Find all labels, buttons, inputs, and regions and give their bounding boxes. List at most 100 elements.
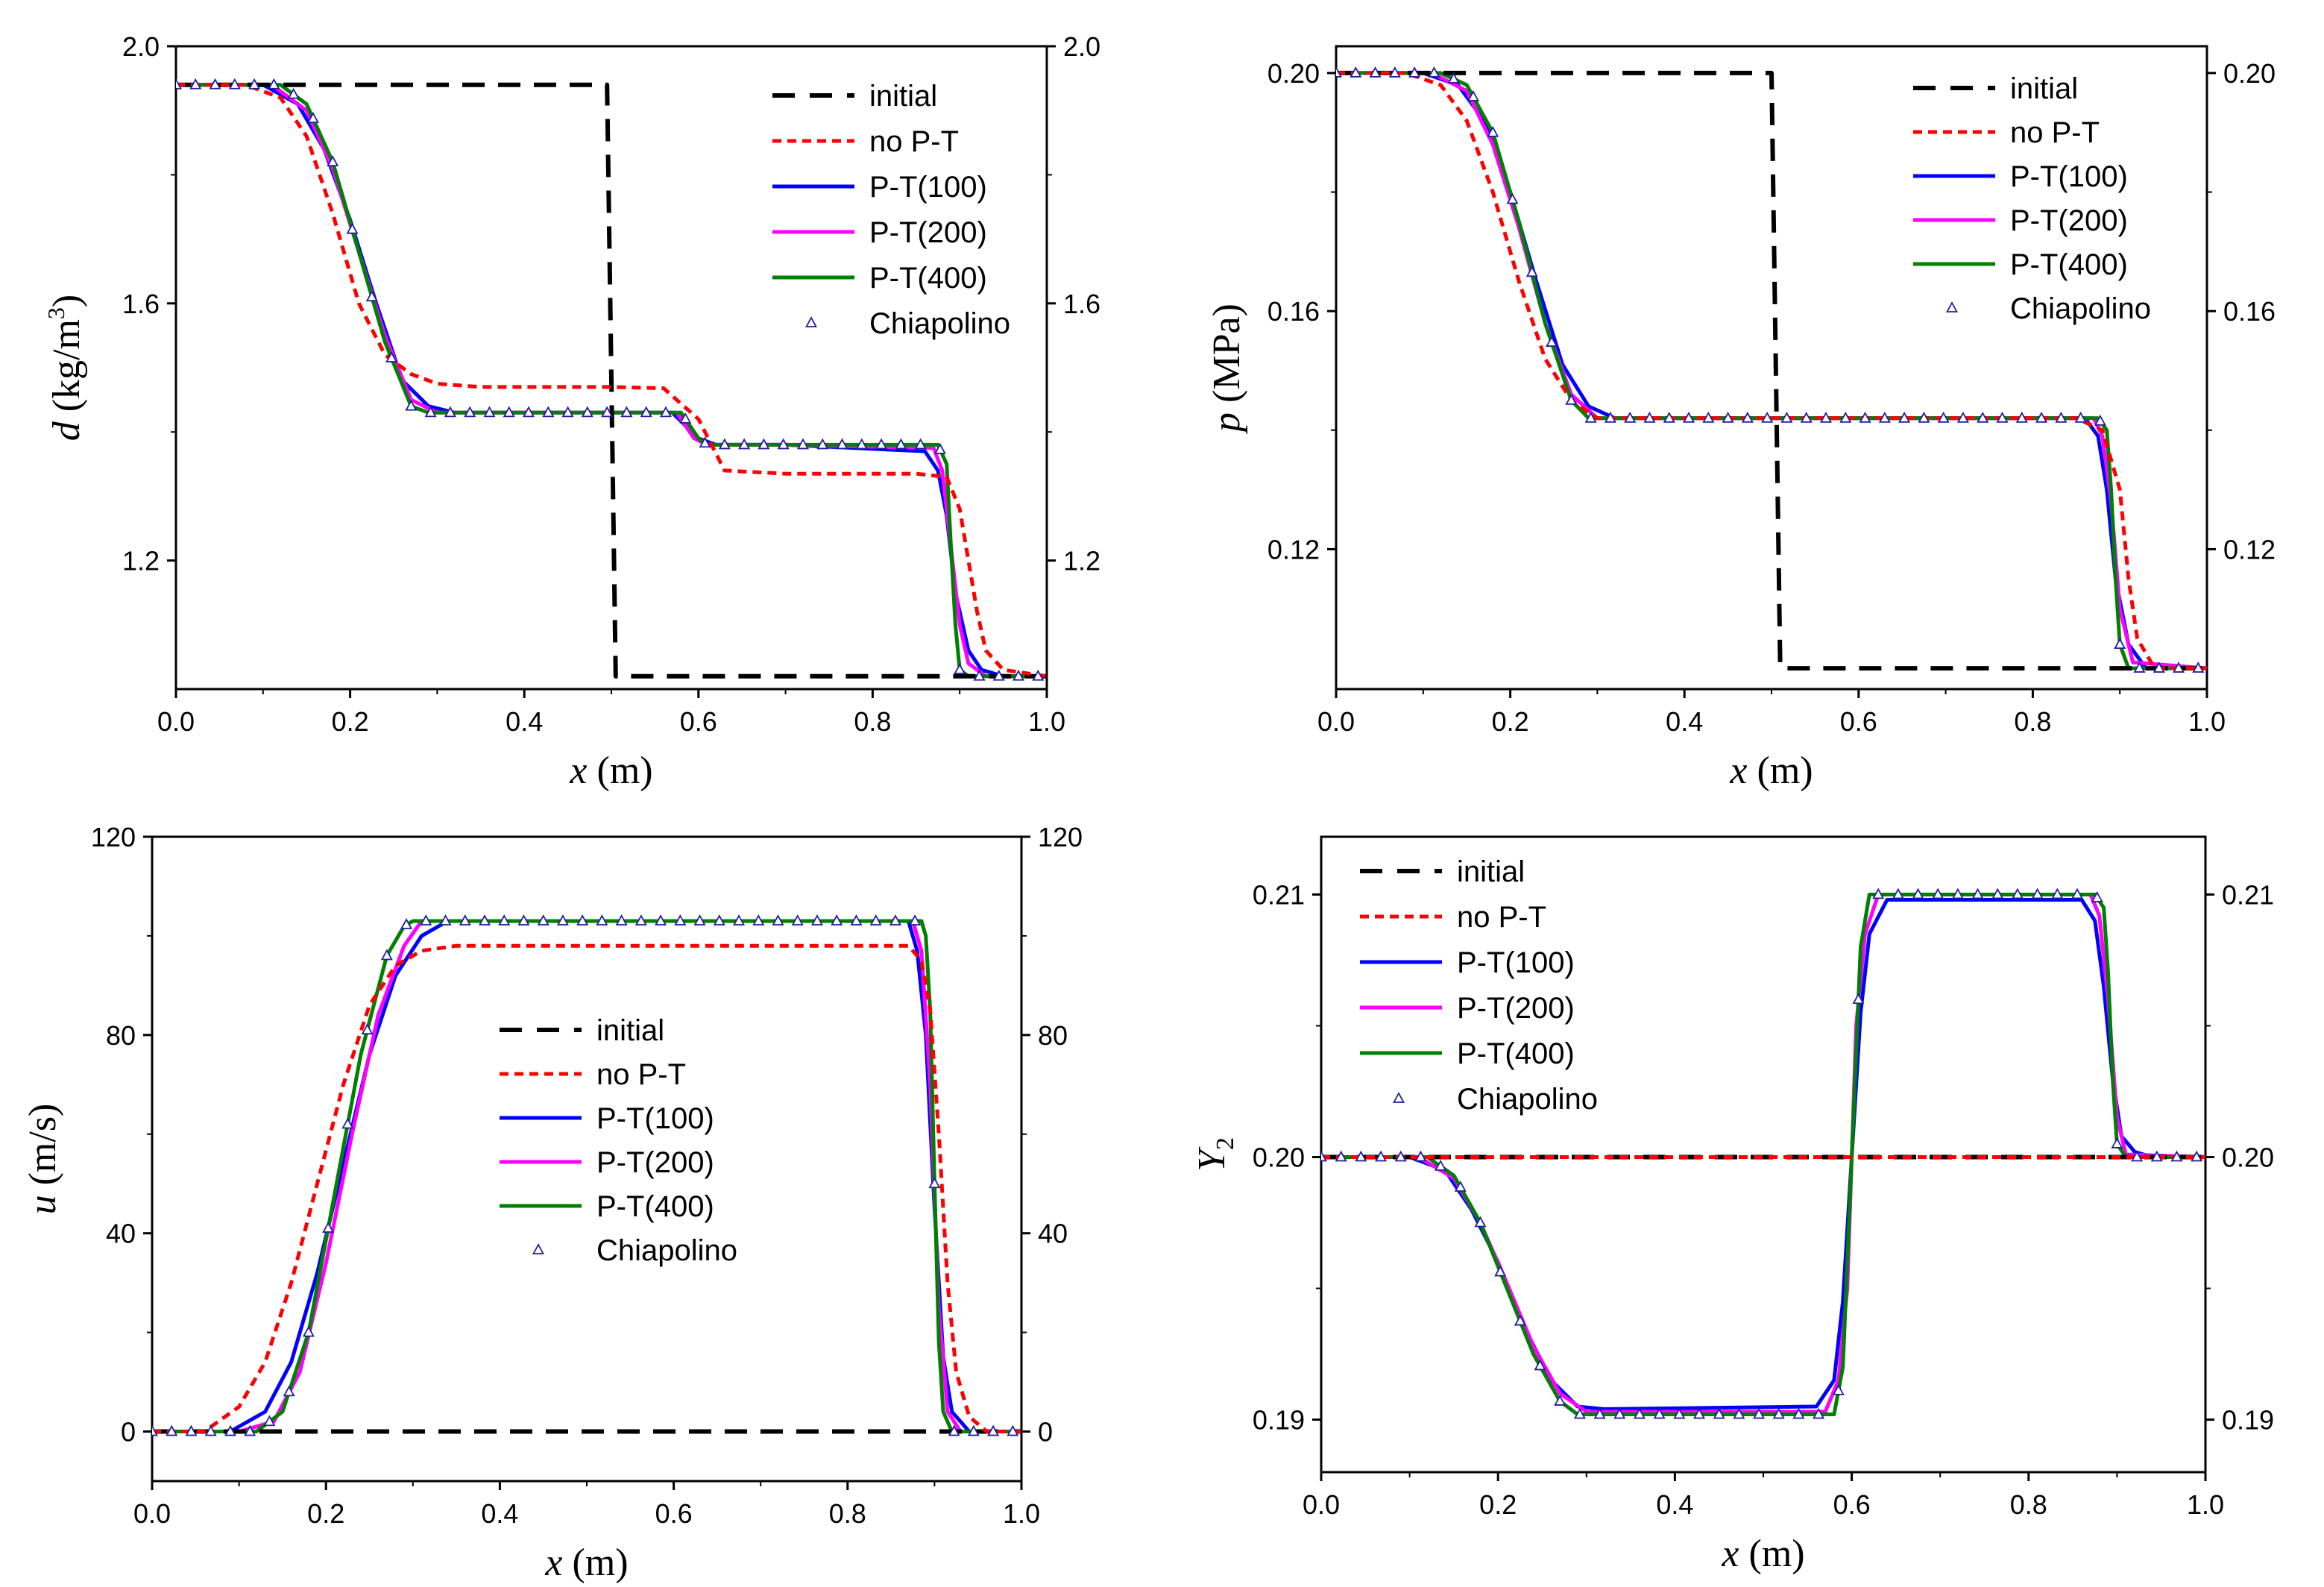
chiapolino-marker xyxy=(933,443,946,454)
chart-pressure: 0.0 0.2 0.4 0.6 0.8 1.0 0.12 0.12 0.16 0.16 0.20 0.… xyxy=(1206,45,2276,792)
y-tick-label-right: 0.20 xyxy=(2223,58,2276,89)
chiapolino-marker xyxy=(2173,661,2185,673)
legend-label: P-T(200) xyxy=(2010,204,2128,237)
chiapolino-marker xyxy=(758,438,770,450)
chiapolino-marker xyxy=(699,436,711,448)
chiapolino-marker xyxy=(791,914,804,926)
chiapolino-marker xyxy=(1013,669,1025,681)
chiapolino-marker xyxy=(1321,1150,1328,1162)
chiapolino-marker xyxy=(679,412,692,424)
chiapolino-marker xyxy=(1494,1265,1507,1277)
series-no-p-t xyxy=(176,83,1047,679)
chiapolino-marker xyxy=(1633,1407,1646,1419)
chiapolino-marker xyxy=(659,406,673,418)
chiapolino-marker xyxy=(1573,1407,1586,1419)
x-tick-label: 1.0 xyxy=(1003,1498,1040,1529)
chiapolino-marker xyxy=(561,406,574,418)
y-tick-label-right: 2.0 xyxy=(1063,31,1100,62)
legend: initial no P-T P-T(100) P-T(200) P-T(400) Chi… xyxy=(1360,855,1598,1116)
chiapolino-marker xyxy=(537,914,549,926)
chiapolino-marker xyxy=(1780,411,1793,423)
chiapolino-marker xyxy=(738,438,751,450)
chiapolino-marker xyxy=(1872,887,1885,899)
legend-label: P-T(400) xyxy=(869,262,987,295)
series-p-t-400- xyxy=(176,83,1047,679)
legend-label: P-T(400) xyxy=(1457,1037,1575,1070)
x-tick-label: 0.2 xyxy=(307,1498,344,1529)
chiapolino-marker xyxy=(1613,1407,1626,1419)
chiapolino-marker xyxy=(517,914,530,926)
chiapolino-marker xyxy=(322,1222,335,1233)
x-axis-unit: (m) xyxy=(1748,749,1813,792)
y-axis-subscript: 2 xyxy=(1212,1137,1239,1150)
y-tick-label-right: 0.16 xyxy=(2223,296,2276,327)
y-tick-label-right: 0.21 xyxy=(2222,879,2274,910)
chiapolino-marker xyxy=(283,1385,295,1397)
chiapolino-marker xyxy=(542,406,555,418)
y-axis-unit: (m/s) xyxy=(22,1104,64,1195)
chiapolino-marker xyxy=(1335,1150,1347,1162)
chiapolino-marker xyxy=(2192,661,2205,673)
legend-label: Chiapolino xyxy=(2010,292,2151,325)
y-tick-label-left: 1.6 xyxy=(122,289,160,319)
legend-label: P-T(200) xyxy=(1457,992,1575,1025)
x-axis-title: x (m) xyxy=(544,1542,628,1584)
y-axis-unit: (MPa) xyxy=(1206,304,1248,412)
y-axis-var: u xyxy=(22,1195,64,1214)
chiapolino-marker xyxy=(2150,1150,2163,1162)
chiapolino-marker xyxy=(1534,1359,1546,1371)
x-tick-label: 0.0 xyxy=(1303,1489,1340,1520)
x-tick-label: 0.2 xyxy=(1492,706,1529,737)
chiapolino-marker xyxy=(1369,66,1382,78)
chiapolino-marker xyxy=(987,1424,1000,1436)
chiapolino-marker xyxy=(341,1117,354,1129)
chiapolino-marker xyxy=(400,918,413,929)
chiapolino-marker xyxy=(224,1424,236,1436)
chiapolino-marker xyxy=(1832,1383,1845,1395)
chiapolino-marker xyxy=(889,914,901,926)
chiapolino-marker xyxy=(733,914,746,926)
chiapolino-marker xyxy=(640,406,652,418)
y-tick-label-left: 0.19 xyxy=(1253,1405,1305,1436)
legend-label: no P-T xyxy=(596,1058,686,1091)
chiapolino-marker xyxy=(380,949,393,961)
chiapolino-marker xyxy=(2015,411,2028,423)
chiapolino-marker xyxy=(478,914,491,926)
chiapolino-marker xyxy=(1813,1407,1825,1419)
x-axis-unit: (m) xyxy=(588,749,653,792)
chiapolino-marker xyxy=(302,1325,315,1337)
y-tick-label-left: 0.12 xyxy=(1268,534,1320,565)
chiapolino-marker xyxy=(385,351,398,362)
y-tick-label-left: 0 xyxy=(121,1417,136,1448)
y-axis-title: p (MPa) xyxy=(1206,304,1248,435)
chiapolino-marker xyxy=(1032,669,1045,681)
chiapolino-marker xyxy=(464,406,476,418)
y-axis-title: d (kg/m3) xyxy=(42,295,88,441)
chiapolino-marker xyxy=(1474,1216,1487,1228)
chiapolino-marker xyxy=(967,1424,980,1436)
chiapolino-marker xyxy=(263,1415,276,1427)
chiapolino-marker xyxy=(1761,411,1774,423)
chiapolino-marker xyxy=(1991,887,2004,899)
y-axis-var: Y xyxy=(1191,1146,1233,1172)
chiapolino-marker xyxy=(166,1424,178,1436)
chiapolino-marker xyxy=(1713,1407,1725,1419)
y-tick-label-left: 0.20 xyxy=(1268,58,1320,89)
chiapolino-marker xyxy=(503,406,515,418)
chiapolino-marker xyxy=(1702,411,1715,423)
y-tick-label-right: 0.12 xyxy=(2223,534,2276,565)
x-axis-unit: (m) xyxy=(563,1542,629,1584)
chiapolino-marker xyxy=(914,438,927,450)
chiapolino-marker xyxy=(1722,411,1734,423)
chiapolino-marker xyxy=(306,112,319,123)
chiapolino-marker xyxy=(1878,411,1891,423)
chiapolino-marker xyxy=(581,406,593,418)
y-axis-title: u (m/s) xyxy=(22,1104,64,1215)
chiapolino-marker xyxy=(1733,1407,1745,1419)
y-axis-unit-close: ) xyxy=(45,295,88,307)
chiapolino-marker xyxy=(576,914,589,926)
chiapolino-marker xyxy=(346,222,359,234)
x-axis-var: x xyxy=(1721,1533,1739,1575)
plot-area xyxy=(1321,887,2205,1419)
chiapolino-marker xyxy=(954,663,966,675)
